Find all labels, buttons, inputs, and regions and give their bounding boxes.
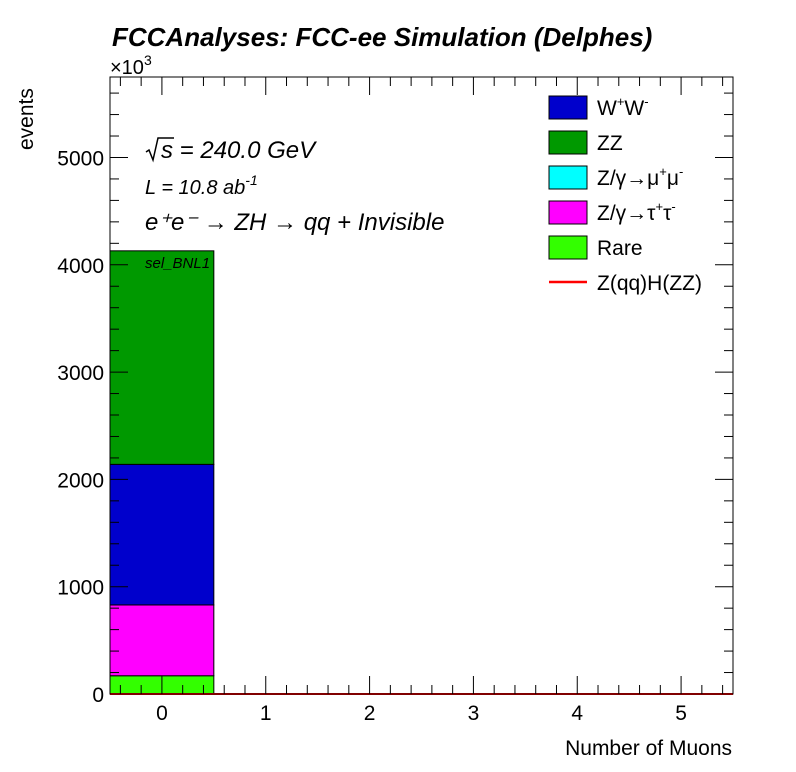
- y-tick-label: 4000: [57, 255, 104, 278]
- x-tick-label: 2: [364, 702, 376, 725]
- stacked-bars: [109, 250, 215, 695]
- y-axis: 0 1000 2000 3000 4000 5000: [57, 92, 733, 707]
- legend-swatch: [548, 235, 588, 260]
- x-tick-label: 1: [260, 702, 272, 725]
- y-tick-label: 1000: [57, 577, 104, 600]
- process-annotation: e⁺e⁻ → ZH → qq + Invisible: [145, 209, 444, 236]
- x-axis: 0 1 2 3 4 5: [119, 77, 724, 725]
- y-multiplier: ×103: [110, 52, 152, 79]
- sqrt-symbol: [145, 137, 174, 163]
- bar-zz-0: [109, 250, 215, 465]
- luminosity-text: L = 10.8 ab: [145, 177, 245, 199]
- legend-label: Rare: [597, 237, 643, 260]
- legend-label: Z/γ→μ+μ-: [597, 164, 683, 190]
- chart-title: FCCAnalyses: FCC-ee Simulation (Delphes): [112, 22, 652, 52]
- y-tick-label: 3000: [57, 362, 104, 385]
- selection-annotation: sel_BNL1: [145, 255, 210, 272]
- legend-label: W+W-: [597, 94, 649, 120]
- legend-swatch: [548, 200, 588, 225]
- y-tick-label: 5000: [57, 147, 104, 170]
- x-axis-label: Number of Muons: [565, 737, 732, 760]
- x-tick-label: 5: [675, 702, 687, 725]
- legend-label: Z/γ→τ+τ-: [597, 199, 676, 225]
- legend-swatch: [548, 165, 588, 190]
- luminosity-annotation: L = 10.8 ab-1: [145, 172, 258, 199]
- plot-frame: [109, 76, 734, 695]
- x-tick-label: 4: [571, 702, 583, 725]
- y-tick-label: 2000: [57, 469, 104, 492]
- y-axis-label: events: [15, 88, 38, 150]
- sqrt-s-annotation: s = 240.0 GeV: [145, 137, 317, 164]
- x-tick-label: 0: [156, 702, 168, 725]
- y-multiplier-exp: 3: [144, 52, 152, 68]
- legend-label: Z(qq)H(ZZ): [597, 272, 702, 295]
- legend: W+W- ZZ Z/γ→μ+μ- Z/γ→τ+τ- Rare Z(qq)H(ZZ): [548, 94, 702, 295]
- bar-z-0: [109, 604, 215, 677]
- y-multiplier-base: ×10: [110, 57, 144, 79]
- x-tick-label: 3: [468, 702, 480, 725]
- bar-ww-0: [109, 463, 215, 606]
- y-tick-label: 0: [92, 684, 104, 707]
- luminosity-exp: -1: [245, 172, 257, 188]
- sqrt-s-text: s = 240.0 GeV: [161, 137, 317, 164]
- legend-label: ZZ: [597, 132, 623, 155]
- legend-swatch: [548, 95, 588, 120]
- legend-swatch: [548, 130, 588, 155]
